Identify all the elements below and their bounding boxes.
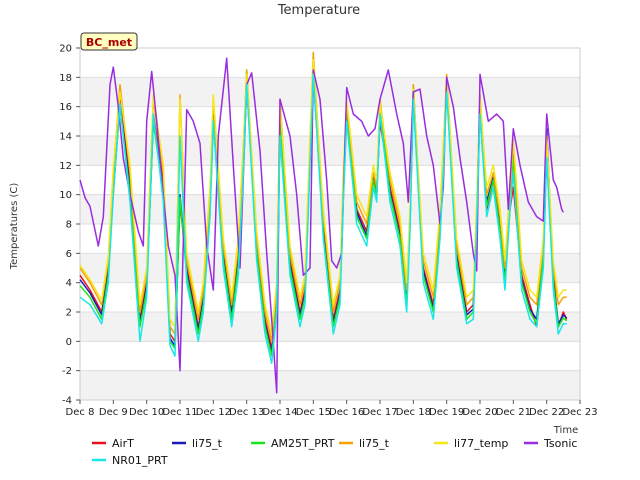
x-tick-label: Dec 12 <box>196 407 231 418</box>
legend-label: Tsonic <box>543 437 577 450</box>
x-tick-label: Dec 23 <box>562 407 597 418</box>
bc-met-annotation: BC_met <box>80 32 138 51</box>
series-line-tsonic-5 <box>79 57 564 394</box>
y-tick-label: 0 <box>66 337 72 348</box>
plot-band <box>80 370 580 400</box>
x-tick-label: Dec 8 <box>66 407 95 418</box>
series-layer <box>79 51 568 394</box>
x-tick-label: Dec 11 <box>162 407 197 418</box>
y-tick-label: 18 <box>59 73 72 84</box>
legend: AirT li75_t AM25T_PRT li75_t li77_temp Tsonic… <box>92 437 577 467</box>
x-tick-label: Dec 19 <box>429 407 464 418</box>
legend-label: li75_t <box>359 437 390 450</box>
x-tick-label: Dec 18 <box>396 407 431 418</box>
x-tick-label: Dec 14 <box>262 407 297 418</box>
y-tick-labels: -4 -2 0 2 4 6 8 10 12 14 16 18 20 <box>59 44 80 407</box>
y-tick-label: 16 <box>59 102 72 113</box>
x-tick-label: Dec 20 <box>462 407 497 418</box>
plot-band <box>80 77 580 107</box>
x-tick-label: Dec 22 <box>529 407 564 418</box>
y-tick-label: 20 <box>59 44 72 55</box>
x-axis-label: Time <box>553 425 578 436</box>
plot-band <box>80 194 580 224</box>
x-tick-label: Dec 21 <box>496 407 531 418</box>
x-tick-label: Dec 10 <box>129 407 164 418</box>
y-tick-label: -2 <box>62 366 72 377</box>
y-tick-label: 6 <box>66 249 72 260</box>
x-tick-label: Dec 13 <box>229 407 264 418</box>
y-tick-label: 2 <box>66 308 72 319</box>
y-tick-label: 14 <box>59 132 72 143</box>
chart-title: Temperature <box>277 3 360 18</box>
x-tick-label: Dec 15 <box>296 407 331 418</box>
x-tick-label: Dec 16 <box>329 407 364 418</box>
y-tick-label: -4 <box>62 396 72 407</box>
legend-label: li77_temp <box>454 437 508 450</box>
legend-label: li75_t <box>192 437 223 450</box>
y-tick-label: 4 <box>66 278 72 289</box>
x-tick-label: Dec 17 <box>362 407 397 418</box>
legend-label: AirT <box>112 437 134 450</box>
legend-label: AM25T_PRT <box>271 437 335 450</box>
y-tick-label: 8 <box>66 220 72 231</box>
legend-label: NR01_PRT <box>112 454 168 467</box>
y-tick-label: 10 <box>59 190 72 201</box>
annotation-label: BC_met <box>86 36 132 49</box>
series-line-nr01-prt-6 <box>79 73 567 365</box>
plot-band <box>80 312 580 342</box>
y-tick-label: 12 <box>59 161 72 172</box>
x-tick-label: Dec 9 <box>99 407 128 418</box>
y-axis-label: Temperatures (C) <box>9 183 20 271</box>
